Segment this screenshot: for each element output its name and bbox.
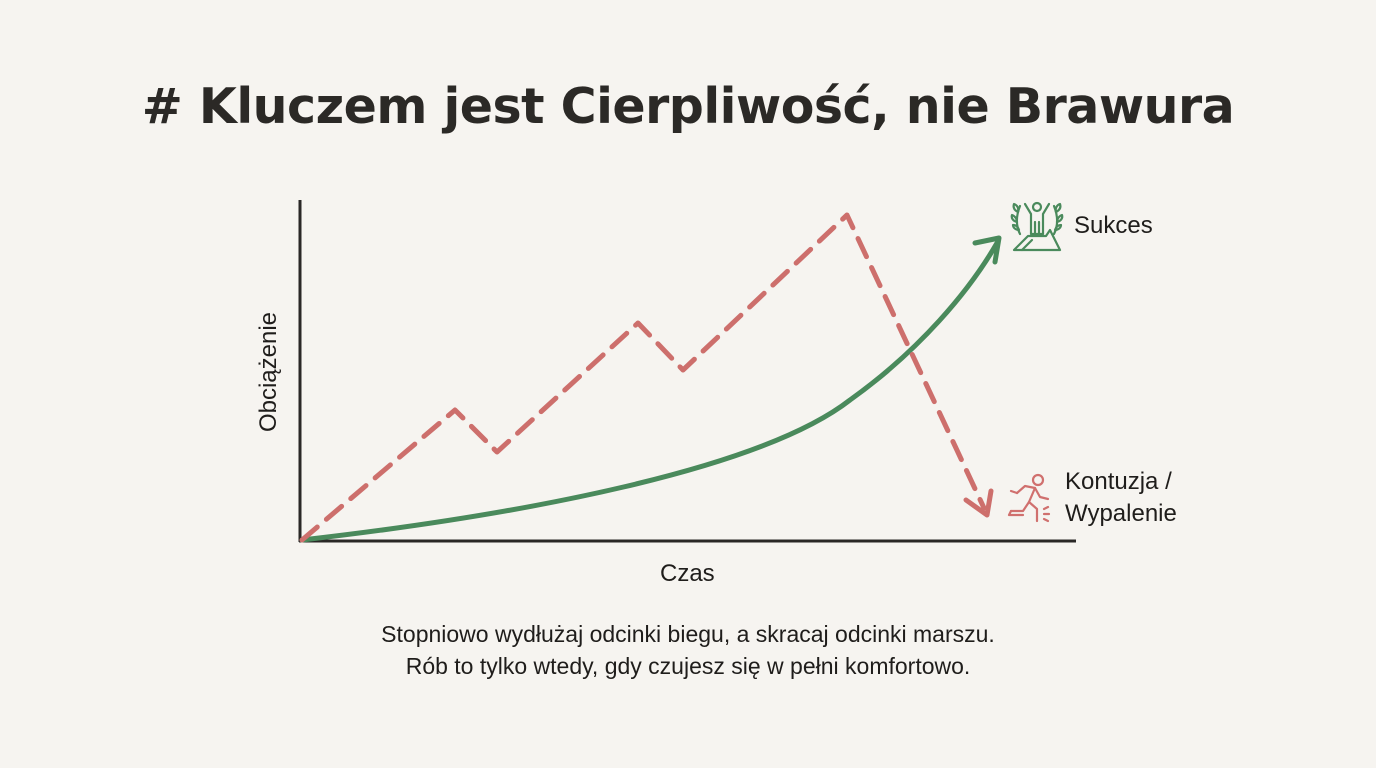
caption-line-2: Rób to tylko wtedy, gdy czujesz się w pe… — [405, 653, 971, 679]
success-annotation: Sukces — [1010, 198, 1153, 254]
injury-dashed-path — [299, 212, 987, 543]
slide-title: # Kluczem jest Cierpliwość, nie Brawura — [141, 78, 1235, 135]
injury-arrowhead-icon — [963, 488, 994, 518]
victory-person-laurel-icon — [1010, 201, 1064, 252]
caption: Stopniowo wydłużaj odcinki biegu, a skra… — [0, 618, 1376, 682]
success-arrowhead-icon — [972, 235, 1002, 265]
success-curve — [299, 240, 1000, 543]
x-axis-label: Czas — [660, 560, 715, 587]
success-label: Sukces — [1074, 212, 1153, 239]
injury-label: Kontuzja / Wypalenie — [1065, 468, 1177, 527]
y-axis-label: Obciążenie — [255, 311, 282, 433]
injury-annotation: Kontuzja / Wypalenie — [1003, 466, 1177, 530]
running-person-injury-icon — [1007, 473, 1051, 523]
caption-line-1: Stopniowo wydłużaj odcinki biegu, a skra… — [381, 621, 995, 647]
